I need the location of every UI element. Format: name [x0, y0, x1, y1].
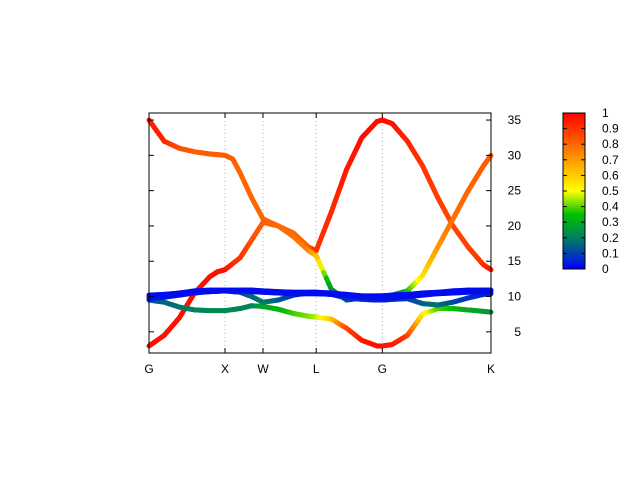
colorbar-tick-label: 0.9	[602, 122, 619, 136]
y-tick-label: 35	[508, 113, 522, 127]
x-tick-label: L	[313, 362, 320, 376]
x-tick-label: G	[378, 362, 387, 376]
y-tick-label: 20	[508, 219, 522, 233]
colorbar-tick-label: 0.7	[602, 153, 619, 167]
y-axis-ticks: 5 10 15 20 25 30 35	[149, 113, 521, 339]
series-layer	[149, 120, 491, 346]
colorbar-tick-label: 0.2	[602, 231, 619, 245]
colorbar-tick-label: 1	[602, 106, 609, 120]
colorbar-tick-label: 0	[602, 262, 609, 276]
colorbar-tick-label: 0.6	[602, 168, 619, 182]
colorbar-tick-label: 0.5	[602, 184, 619, 198]
colorbar-tick-label: 0.8	[602, 137, 619, 151]
y-tick-label: 15	[508, 254, 522, 268]
colorbar-tick-label: 0.4	[602, 200, 619, 214]
x-tick-label: W	[257, 362, 269, 376]
y-tick-label: 10	[508, 290, 522, 304]
y-tick-label: 30	[508, 148, 522, 162]
y-tick-label: 25	[508, 184, 522, 198]
colorbar-tick-label: 0.1	[602, 246, 619, 260]
x-tick-label: X	[221, 362, 229, 376]
colorbar-tick-label: 0.3	[602, 215, 619, 229]
colorbar: 0 0.10.2 0.30.4 0.5 0.60.7 0.80.9 1	[563, 106, 619, 276]
y-tick-label: 5	[514, 325, 521, 339]
x-tick-label: K	[487, 362, 495, 376]
x-tick-label: G	[144, 362, 153, 376]
